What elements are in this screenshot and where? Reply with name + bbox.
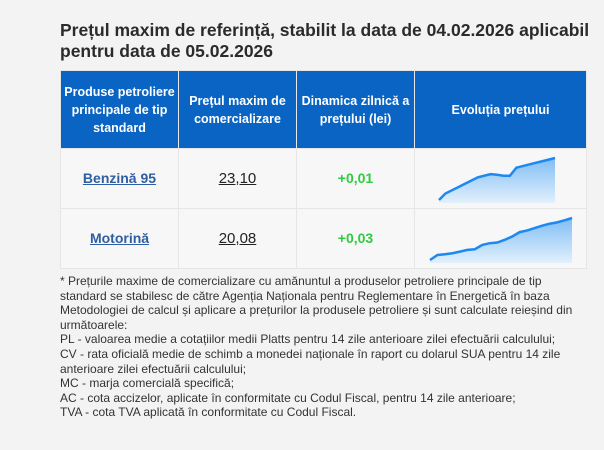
- footnote-line: TVA - cota TVA aplicată în conformitate …: [60, 405, 357, 420]
- sparkline-line: [429, 216, 573, 261]
- footnote-line: PL - valoarea medie a cotațiilor medii P…: [60, 332, 556, 347]
- price-link-motorina[interactable]: 20,08: [218, 229, 257, 247]
- header-price-evolution: Evoluția prețului: [414, 70, 587, 149]
- header-products: Produse petroliere principale de tip sta…: [60, 70, 179, 149]
- footnote-line: anterioare zilei efectuării calculului;: [60, 361, 247, 376]
- daily-change: +0,03: [337, 229, 374, 246]
- sparkline-motorina: [429, 216, 573, 263]
- footnote-line: AC - cota accizelor, aplicate în conform…: [60, 390, 516, 405]
- price-table: Produse petroliere principale de tip sta…: [60, 70, 587, 269]
- footnote: * Prețurile maxime de comercializare cu …: [60, 274, 572, 420]
- footnote-line: standard se stabilesc de către Agenția N…: [60, 288, 550, 303]
- sparkline-line: [438, 156, 556, 201]
- table-row: Benzină 95 23,10 +0,01: [60, 148, 587, 209]
- sparkline-area: [430, 217, 572, 263]
- footnote-line: * Prețurile maxime de comercializare cu …: [60, 274, 542, 288]
- header-max-price: Prețul maxim de comercializare: [178, 70, 297, 149]
- header-daily-change: Dinamica zilnică a prețului (lei): [296, 70, 415, 149]
- product-link-motorina[interactable]: Motorină: [89, 229, 150, 246]
- table-row: Motorină 20,08 +0,03: [60, 208, 587, 269]
- sparkline-area: [439, 157, 555, 203]
- price-link-benzina[interactable]: 23,10: [218, 169, 257, 187]
- footnote-line: Metodologiei de calcul și aplicare a pre…: [60, 303, 573, 318]
- table-header-row: Produse petroliere principale de tip sta…: [60, 70, 587, 149]
- footnote-line: următoarele:: [60, 317, 128, 332]
- page-title: Prețul maxim de referință, stabilit la d…: [60, 20, 590, 61]
- daily-change: +0,01: [337, 169, 374, 186]
- sparkline-benzina: [438, 156, 556, 203]
- footnote-line: CV - rata oficială medie de schimb a mon…: [60, 346, 561, 361]
- product-link-benzina[interactable]: Benzină 95: [82, 169, 157, 186]
- footnote-line: MC - marja comercială specifică;: [60, 376, 235, 391]
